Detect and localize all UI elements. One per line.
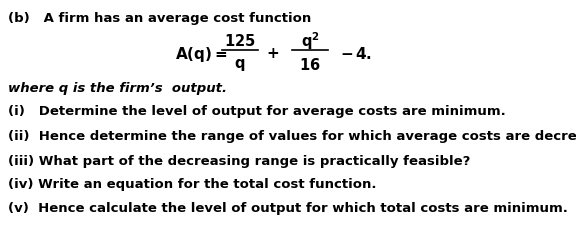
Text: (v)  Hence calculate the level of output for which total costs are minimum.: (v) Hence calculate the level of output …: [8, 201, 568, 214]
Text: $\mathbf{q^2}$: $\mathbf{q^2}$: [301, 30, 319, 52]
Text: $\mathbf{-\,4.}$: $\mathbf{-\,4.}$: [340, 46, 372, 62]
Text: where q is the firm’s  output.: where q is the firm’s output.: [8, 82, 227, 94]
Text: $\mathbf{q}$: $\mathbf{q}$: [234, 57, 245, 73]
Text: $\mathbf{125}$: $\mathbf{125}$: [224, 33, 256, 49]
Text: (iv) Write an equation for the total cost function.: (iv) Write an equation for the total cos…: [8, 177, 377, 190]
Text: (b)   A firm has an average cost function: (b) A firm has an average cost function: [8, 12, 311, 25]
Text: (iii) What part of the decreasing range is practically feasible?: (iii) What part of the decreasing range …: [8, 154, 471, 167]
Text: $\mathbf{A(q) =}$: $\mathbf{A(q) =}$: [175, 44, 228, 63]
Text: $\mathbf{16}$: $\mathbf{16}$: [299, 57, 321, 73]
Text: $\mathbf{+}$: $\mathbf{+}$: [267, 46, 279, 61]
Text: (ii)  Hence determine the range of values for which average costs are decreasing: (ii) Hence determine the range of values…: [8, 129, 576, 142]
Text: (i)   Determine the level of output for average costs are minimum.: (i) Determine the level of output for av…: [8, 105, 506, 117]
